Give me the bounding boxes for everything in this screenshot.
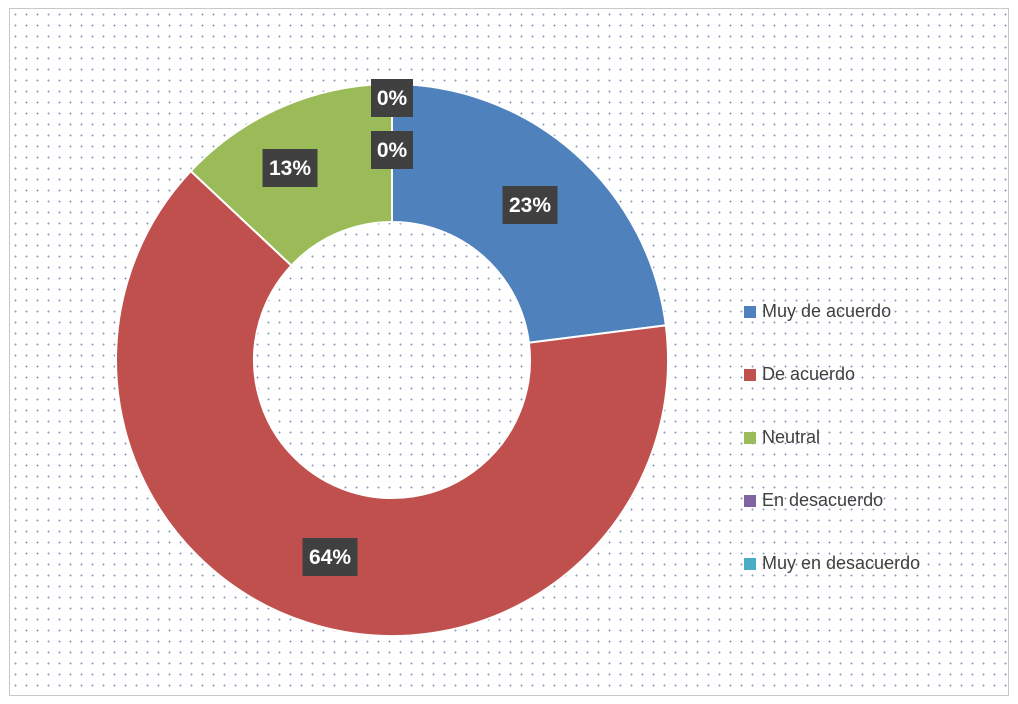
legend-item-en-desacuerdo: En desacuerdo bbox=[744, 489, 974, 512]
legend-swatch bbox=[744, 368, 756, 381]
legend-item-de-acuerdo: De acuerdo bbox=[744, 363, 974, 386]
legend-swatch bbox=[744, 494, 756, 507]
legend-label: Neutral bbox=[762, 427, 821, 447]
legend-label: De acuerdo bbox=[762, 364, 856, 384]
data-label-de-acuerdo: 64% bbox=[302, 538, 358, 576]
svg-text:0%: 0% bbox=[377, 139, 408, 162]
chart-legend: Muy de acuerdo De acuerdo Neutral En desacu… bbox=[744, 300, 974, 615]
svg-text:13%: 13% bbox=[269, 157, 311, 180]
data-labels: 23% 64% 13% 0% 0% bbox=[262, 79, 558, 576]
data-label-neutral: 13% bbox=[262, 149, 318, 187]
legend-label: En desacuerdo bbox=[762, 490, 884, 510]
legend-item-neutral: Neutral bbox=[744, 426, 974, 449]
slice-de-acuerdo bbox=[115, 169, 669, 637]
data-label-en-desacuerdo: 0% bbox=[371, 131, 413, 169]
legend-swatch bbox=[744, 431, 756, 444]
legend-swatch bbox=[744, 557, 756, 570]
svg-text:0%: 0% bbox=[377, 87, 408, 110]
legend-label: Muy en desacuerdo bbox=[762, 553, 921, 573]
legend-swatch bbox=[744, 305, 756, 318]
data-label-muy-en-desacuerdo: 0% bbox=[371, 79, 413, 117]
svg-text:64%: 64% bbox=[309, 546, 351, 569]
legend-label: Muy de acuerdo bbox=[762, 301, 892, 321]
legend-item-muy-de-acuerdo: Muy de acuerdo bbox=[744, 300, 974, 323]
legend-item-muy-en-desacuerdo: Muy en desacuerdo bbox=[744, 552, 974, 575]
svg-text:23%: 23% bbox=[509, 194, 551, 217]
data-label-muy-de-acuerdo: 23% bbox=[502, 186, 558, 224]
